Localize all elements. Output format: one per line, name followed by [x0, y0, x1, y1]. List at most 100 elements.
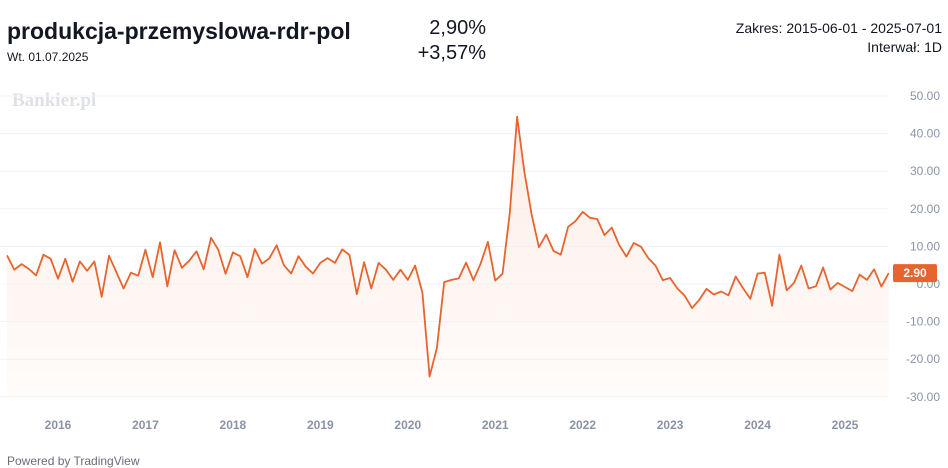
data-point[interactable]	[514, 114, 520, 120]
data-point[interactable]	[572, 218, 578, 224]
data-point[interactable]	[711, 292, 717, 298]
data-point[interactable]	[208, 235, 214, 241]
data-point[interactable]	[419, 290, 425, 296]
data-point[interactable]	[529, 212, 535, 218]
data-point[interactable]	[106, 253, 112, 259]
data-point[interactable]	[558, 252, 564, 258]
data-point[interactable]	[266, 255, 272, 261]
data-point[interactable]	[733, 274, 739, 280]
data-point[interactable]	[798, 263, 804, 269]
data-point[interactable]	[296, 253, 302, 259]
data-point[interactable]	[653, 263, 659, 269]
data-point[interactable]	[791, 280, 797, 286]
data-point[interactable]	[616, 242, 622, 248]
data-point[interactable]	[835, 280, 841, 286]
data-point[interactable]	[521, 169, 527, 175]
data-point[interactable]	[157, 239, 163, 245]
data-point[interactable]	[638, 244, 644, 250]
data-point[interactable]	[390, 277, 396, 283]
data-point[interactable]	[33, 272, 39, 278]
data-point[interactable]	[135, 273, 141, 279]
data-point[interactable]	[77, 258, 83, 264]
data-point[interactable]	[674, 286, 680, 292]
data-point[interactable]	[602, 232, 608, 238]
data-point[interactable]	[361, 259, 367, 265]
data-point[interactable]	[70, 279, 76, 285]
data-point[interactable]	[113, 269, 119, 275]
data-point[interactable]	[849, 288, 855, 294]
data-point[interactable]	[871, 266, 877, 272]
data-point[interactable]	[507, 210, 513, 216]
data-point[interactable]	[26, 266, 32, 272]
data-point[interactable]	[40, 252, 46, 258]
data-point[interactable]	[427, 374, 433, 380]
data-point[interactable]	[332, 260, 338, 266]
data-point[interactable]	[536, 244, 542, 250]
data-point[interactable]	[492, 278, 498, 284]
data-point[interactable]	[769, 303, 775, 309]
data-point[interactable]	[317, 260, 323, 266]
data-point[interactable]	[48, 256, 54, 262]
data-point[interactable]	[776, 252, 782, 258]
data-point[interactable]	[259, 261, 265, 267]
data-point[interactable]	[310, 271, 316, 277]
data-point[interactable]	[864, 277, 870, 283]
data-point[interactable]	[878, 284, 884, 290]
data-point[interactable]	[689, 305, 695, 311]
data-point[interactable]	[456, 275, 462, 281]
chart-area[interactable]: Bankier.pl 50.00 40.00 30.00 20.00 10.00 0.00…	[0, 80, 948, 440]
data-point[interactable]	[704, 286, 710, 292]
data-point[interactable]	[500, 271, 506, 277]
data-point[interactable]	[121, 286, 127, 292]
line-chart[interactable]: Bankier.pl 50.0040.0030.0020.0010.000.00…	[0, 80, 948, 440]
data-point[interactable]	[820, 265, 826, 271]
data-point[interactable]	[376, 260, 382, 266]
data-point[interactable]	[179, 265, 185, 271]
data-point[interactable]	[55, 276, 61, 282]
data-point[interactable]	[463, 260, 469, 266]
data-point[interactable]	[806, 286, 812, 292]
data-point[interactable]	[354, 291, 360, 297]
data-point[interactable]	[551, 248, 557, 254]
data-point[interactable]	[784, 287, 790, 293]
data-point[interactable]	[449, 277, 455, 283]
data-point[interactable]	[186, 258, 192, 264]
data-point[interactable]	[11, 267, 17, 273]
data-point[interactable]	[172, 247, 178, 253]
data-point[interactable]	[223, 271, 229, 277]
data-point[interactable]	[813, 283, 819, 289]
data-point[interactable]	[194, 248, 200, 254]
data-point[interactable]	[594, 216, 600, 222]
data-point[interactable]	[303, 264, 309, 270]
data-point[interactable]	[441, 279, 447, 285]
data-point[interactable]	[485, 239, 491, 245]
data-point[interactable]	[740, 285, 746, 291]
data-point[interactable]	[755, 271, 761, 277]
data-point[interactable]	[747, 296, 753, 302]
data-point[interactable]	[565, 224, 571, 230]
data-point[interactable]	[128, 270, 134, 276]
data-point[interactable]	[478, 261, 484, 267]
data-point[interactable]	[383, 267, 389, 273]
data-point[interactable]	[405, 277, 411, 283]
data-point[interactable]	[470, 277, 476, 283]
data-point[interactable]	[230, 249, 236, 255]
data-point[interactable]	[142, 247, 148, 253]
data-point[interactable]	[886, 270, 892, 276]
data-point[interactable]	[19, 261, 25, 267]
data-point[interactable]	[543, 231, 549, 237]
data-point[interactable]	[99, 294, 105, 300]
data-point[interactable]	[150, 274, 156, 280]
data-point[interactable]	[215, 247, 221, 253]
data-point[interactable]	[857, 272, 863, 278]
footer-attribution[interactable]: Powered by TradingView	[7, 454, 140, 468]
data-point[interactable]	[245, 274, 251, 280]
data-point[interactable]	[347, 252, 353, 258]
data-point[interactable]	[84, 268, 90, 274]
data-point[interactable]	[288, 271, 294, 277]
data-point[interactable]	[645, 255, 651, 261]
data-point[interactable]	[696, 297, 702, 303]
data-point[interactable]	[237, 253, 243, 259]
data-point[interactable]	[91, 258, 97, 264]
data-point[interactable]	[587, 215, 593, 221]
